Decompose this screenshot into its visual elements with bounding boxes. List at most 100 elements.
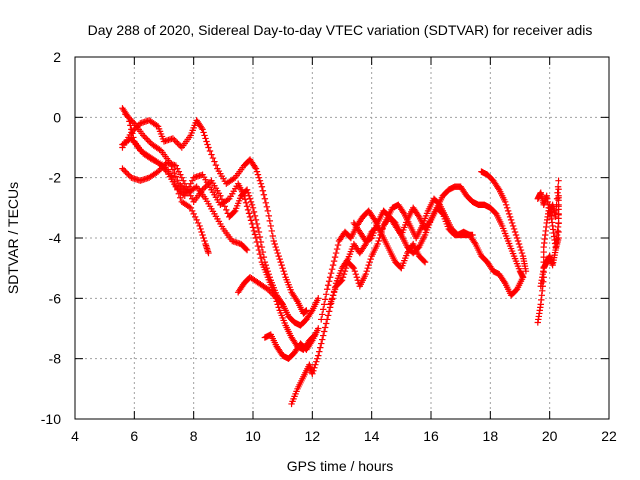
data-point	[363, 267, 370, 275]
data-point	[245, 210, 253, 217]
data-point	[242, 245, 250, 253]
data-point	[351, 267, 359, 275]
data-point	[180, 177, 187, 184]
data-point	[270, 237, 277, 245]
data-point	[501, 198, 509, 205]
x-axis-label: GPS time / hours	[287, 458, 394, 474]
x-tick-label: 22	[601, 428, 617, 444]
data-point	[123, 169, 131, 177]
data-point	[248, 220, 256, 228]
data-point	[230, 175, 237, 182]
data-point	[264, 207, 272, 215]
y-tick-label: -6	[49, 290, 62, 306]
data-point	[174, 185, 181, 192]
data-point	[203, 138, 210, 145]
data-point	[174, 165, 181, 172]
data-point	[177, 182, 184, 189]
y-tick-label: -8	[49, 351, 62, 367]
data-point	[293, 296, 300, 304]
data-point	[212, 161, 220, 169]
data-point	[123, 112, 131, 120]
data-point	[318, 316, 325, 323]
data-point	[374, 240, 381, 248]
data-point	[265, 212, 273, 220]
x-tick-label: 16	[423, 428, 439, 444]
data-point	[321, 328, 328, 335]
data-point	[249, 204, 257, 212]
data-point	[267, 222, 274, 230]
data-point	[217, 192, 224, 199]
data-point	[249, 224, 257, 231]
data-point	[200, 185, 208, 192]
data-point	[366, 258, 373, 266]
data-point	[243, 186, 251, 193]
data-point	[349, 263, 357, 271]
data-point	[508, 219, 516, 227]
data-point	[145, 138, 153, 145]
data-point	[315, 352, 322, 359]
data-point	[201, 132, 208, 139]
data-point	[518, 249, 526, 257]
data-point	[242, 199, 250, 207]
data-point	[140, 132, 147, 139]
data-point	[159, 163, 166, 171]
data-point	[183, 189, 190, 196]
data-point	[329, 292, 337, 299]
data-point	[172, 173, 180, 180]
x-tick-label: 8	[190, 428, 198, 444]
data-point	[310, 367, 317, 374]
data-point	[175, 168, 183, 175]
data-point	[251, 163, 259, 171]
data-point	[200, 129, 207, 136]
data-point	[365, 261, 372, 269]
data-point	[153, 122, 160, 129]
data-point	[180, 191, 187, 198]
data-point	[250, 208, 258, 216]
data-point	[134, 123, 141, 130]
data-point	[353, 274, 361, 281]
data-point	[162, 166, 169, 174]
data-point	[253, 238, 261, 246]
data-point	[255, 246, 263, 254]
data-point	[504, 207, 512, 215]
data-point	[514, 237, 522, 245]
data-point	[191, 184, 199, 191]
data-point	[502, 201, 510, 209]
data-point	[262, 199, 270, 207]
data-point	[244, 189, 252, 196]
data-point	[278, 261, 285, 269]
data-point	[513, 234, 521, 242]
data-point	[120, 166, 128, 174]
series-track-7	[261, 325, 322, 362]
data-point	[206, 147, 214, 155]
data-point	[342, 264, 350, 272]
series-track-10	[326, 183, 527, 308]
series-track-11	[350, 204, 476, 257]
x-tick-label: 14	[364, 428, 380, 444]
data-point	[321, 301, 328, 308]
data-point	[175, 186, 183, 193]
data-point	[367, 255, 374, 263]
series-track-12	[478, 168, 530, 275]
data-point	[184, 186, 191, 193]
data-point	[188, 177, 196, 184]
data-point	[555, 186, 562, 193]
data-point	[341, 267, 349, 275]
data-point	[126, 136, 134, 143]
data-point	[308, 338, 315, 346]
data-point	[319, 336, 326, 343]
x-tick-label: 4	[71, 428, 79, 444]
data-point	[171, 136, 178, 144]
data-point	[129, 127, 137, 135]
data-point	[240, 192, 248, 199]
data-point	[266, 217, 274, 225]
data-point	[199, 231, 206, 239]
data-point	[208, 151, 215, 158]
data-point	[326, 301, 334, 308]
data-point	[187, 192, 194, 199]
data-point	[414, 212, 422, 219]
data-point	[260, 191, 268, 198]
data-point	[281, 271, 288, 278]
data-point	[522, 267, 530, 275]
data-point	[180, 185, 187, 192]
